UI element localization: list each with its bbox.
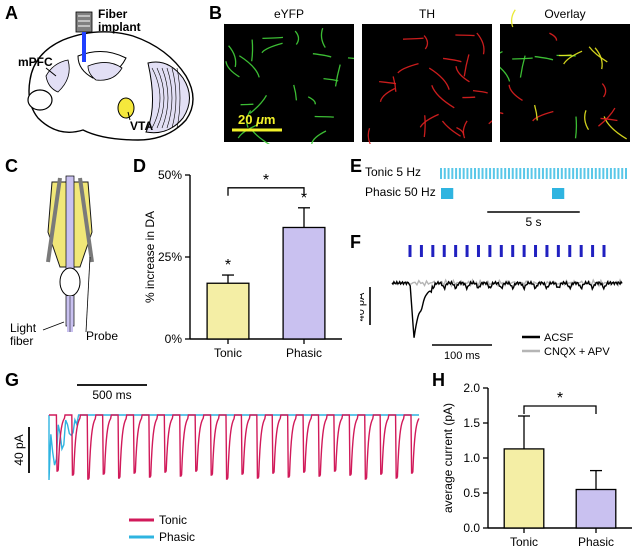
svg-text:% increase in DA: % increase in DA xyxy=(143,211,157,303)
svg-text:25%: 25% xyxy=(158,250,182,264)
panel-e-stim: Tonic 5 Hz Phasic 50 Hz 5 s xyxy=(365,158,635,234)
svg-text:2.0: 2.0 xyxy=(463,381,480,395)
svg-text:40 pA: 40 pA xyxy=(12,434,26,465)
svg-text:*: * xyxy=(263,172,269,189)
svg-text:Phasic 50 Hz: Phasic 50 Hz xyxy=(365,185,436,199)
svg-text:0.0: 0.0 xyxy=(463,521,480,535)
svg-text:average current (pA): average current (pA) xyxy=(441,403,455,513)
panel-e-label: E xyxy=(350,156,362,177)
svg-text:*: * xyxy=(557,390,563,407)
panel-c-optrode: Lightfiber Probe xyxy=(8,172,128,362)
svg-text:500 ms: 500 ms xyxy=(92,388,131,402)
svg-text:Tonic 5 Hz: Tonic 5 Hz xyxy=(365,165,421,179)
svg-text:fiber: fiber xyxy=(10,334,33,348)
panel-f-traces: 40 pA 100 ms ACSF CNQX + APV xyxy=(360,237,638,365)
svg-text:0.5: 0.5 xyxy=(463,486,480,500)
panel-b-label: B xyxy=(209,3,222,24)
svg-text:Phasic: Phasic xyxy=(578,535,614,549)
panel-b-micrographs: eYFP 20 μm TH Overlay xyxy=(224,6,634,148)
svg-text:TH: TH xyxy=(419,7,435,21)
svg-text:eYFP: eYFP xyxy=(274,7,304,21)
panel-a-label: A xyxy=(5,3,18,24)
svg-text:mPFC: mPFC xyxy=(18,55,53,69)
panel-g-traces: 500 ms 40 pA Tonic Phasic xyxy=(9,375,429,555)
svg-text:50%: 50% xyxy=(158,168,182,182)
svg-text:Phasic: Phasic xyxy=(286,346,322,360)
svg-text:Overlay: Overlay xyxy=(544,7,585,21)
panel-a-brain: FiberimplantmPFCVTA xyxy=(18,8,206,153)
svg-text:1.5: 1.5 xyxy=(463,416,480,430)
svg-text:Phasic: Phasic xyxy=(159,530,195,544)
svg-text:Tonic: Tonic xyxy=(214,346,242,360)
svg-text:Tonic: Tonic xyxy=(159,513,187,527)
svg-text:Tonic: Tonic xyxy=(510,535,538,549)
svg-text:*: * xyxy=(225,257,231,274)
svg-text:Light: Light xyxy=(10,321,37,335)
svg-text:100 ms: 100 ms xyxy=(444,350,481,362)
svg-text:ACSF: ACSF xyxy=(544,332,574,344)
svg-text:0%: 0% xyxy=(165,332,183,346)
svg-text:40 pA: 40 pA xyxy=(360,292,367,321)
svg-text:Probe: Probe xyxy=(86,329,118,343)
svg-text:implant: implant xyxy=(98,20,141,34)
panel-d-bars: 0%25%50%% increase in DATonicPhasic*** xyxy=(138,157,348,367)
svg-text:CNQX + APV: CNQX + APV xyxy=(544,346,610,358)
panel-h-bars: 0.0 0.5 1.0 1.5 2.0 average current (pA) Tonic… xyxy=(440,372,638,556)
svg-text:5 s: 5 s xyxy=(525,215,541,229)
svg-text:1.0: 1.0 xyxy=(463,451,480,465)
svg-text:VTA: VTA xyxy=(130,119,153,133)
svg-text:20 μm: 20 μm xyxy=(238,112,275,127)
